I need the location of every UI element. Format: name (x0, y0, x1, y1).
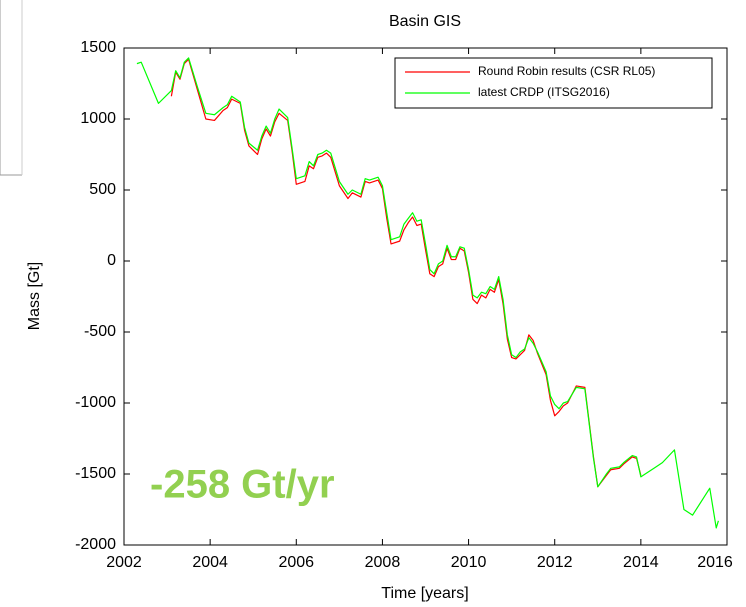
trend-annotation: -258 Gt/yr (150, 463, 335, 507)
y-axis-label: Mass [Gt] (26, 262, 43, 330)
x-tick-label: 2014 (623, 554, 659, 571)
data-line (136, 57, 719, 529)
y-tick-label: -500 (84, 323, 116, 340)
legend-label: Round Robin results (CSR RL05) (478, 64, 655, 78)
y-tick-label: -1500 (75, 465, 116, 482)
x-tick-label: 2016 (697, 554, 733, 571)
x-tick-label: 2002 (106, 554, 142, 571)
x-tick-label: 2008 (365, 554, 401, 571)
x-tick-label: 2012 (537, 554, 573, 571)
legend-box (394, 57, 713, 109)
x-tick-label: 2004 (192, 554, 228, 571)
legend-label: latest CRDP (ITSG2016) (478, 85, 610, 99)
chart-title: Basin GIS (389, 13, 461, 30)
y-tick-label: 1500 (80, 39, 116, 56)
x-axis-label: Time [years] (381, 585, 468, 602)
y-tick-label: 0 (107, 252, 116, 269)
data-line (170, 58, 642, 488)
y-tick-label: -1000 (75, 394, 116, 411)
x-tick-label: 2010 (451, 554, 487, 571)
y-tick-label: 500 (89, 181, 116, 198)
y-tick-label: 1000 (80, 110, 116, 127)
y-tick-label: -2000 (75, 536, 116, 553)
edge-artifact (0, 0, 23, 176)
x-tick-label: 2006 (278, 554, 314, 571)
